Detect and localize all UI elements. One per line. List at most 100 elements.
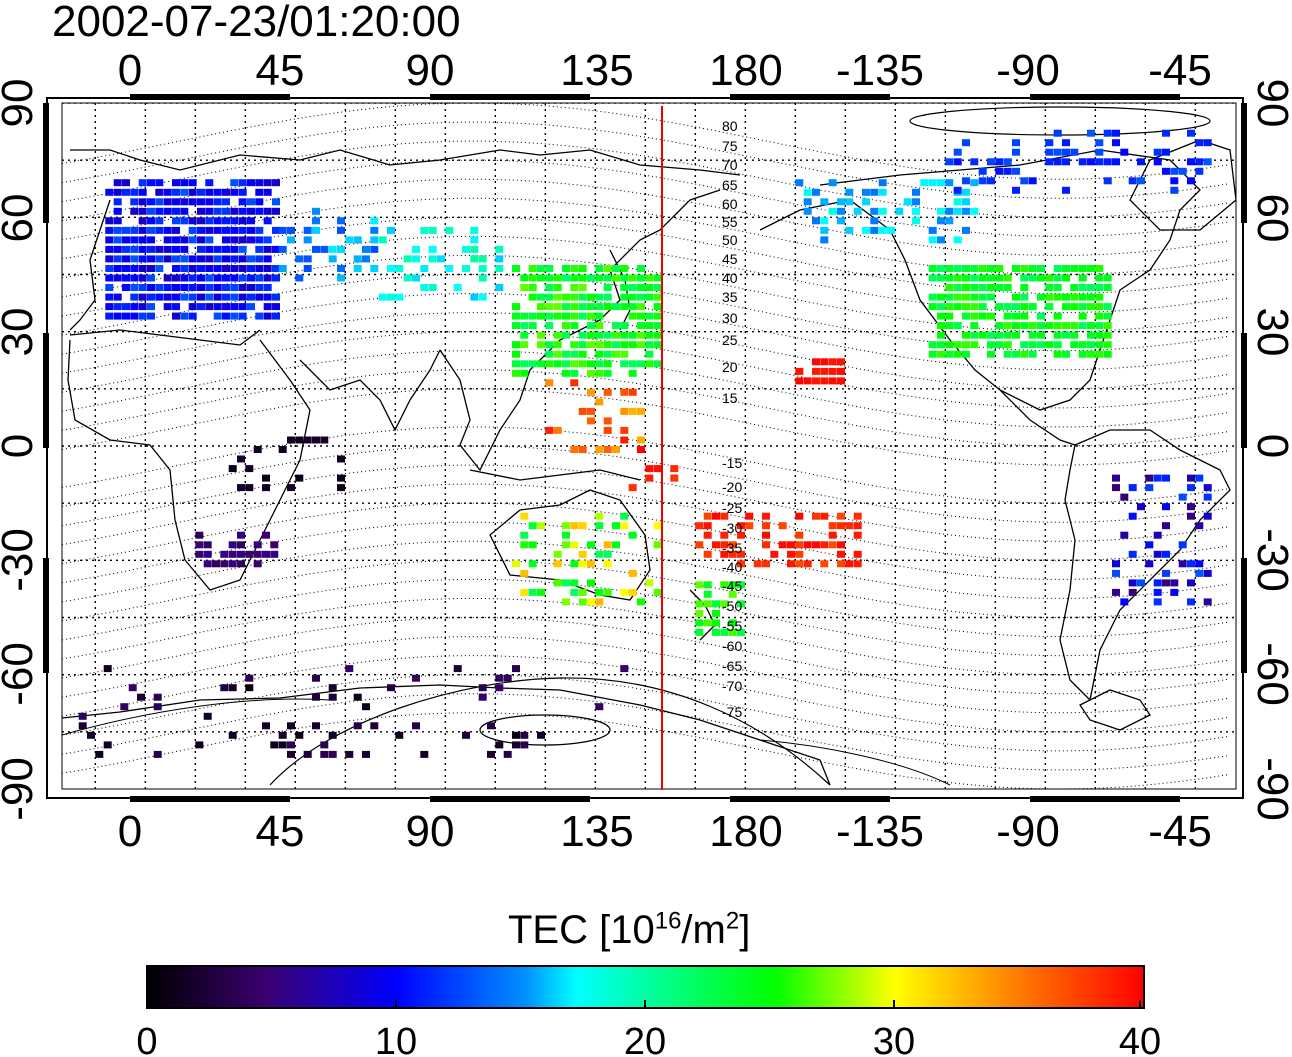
tec-cell xyxy=(238,179,247,187)
tec-cell xyxy=(962,188,970,196)
tec-cell xyxy=(570,312,579,320)
tec-cell xyxy=(570,560,579,568)
tec-cell xyxy=(188,226,197,234)
tec-cell xyxy=(228,465,237,473)
tec-cell xyxy=(528,588,537,596)
tec-cell xyxy=(195,541,204,549)
tec-cell xyxy=(520,312,529,320)
tec-cell xyxy=(255,274,264,282)
tec-cell xyxy=(512,741,520,749)
tec-cell xyxy=(553,579,562,587)
tec-cell xyxy=(653,312,662,320)
tec-cell xyxy=(578,265,587,272)
tec-cell xyxy=(203,560,212,568)
tec-cell xyxy=(928,226,937,234)
tec-cell xyxy=(953,322,962,330)
tec-cell xyxy=(520,274,529,282)
tec-cell xyxy=(445,226,454,234)
tec-cell xyxy=(362,703,370,711)
tec-cell xyxy=(837,550,845,558)
tec-cell xyxy=(1037,265,1045,272)
tec-cell xyxy=(130,312,139,320)
tec-cell xyxy=(220,684,229,692)
tec-cell xyxy=(620,665,629,673)
tec-cell xyxy=(545,341,554,349)
tec-cell xyxy=(612,265,620,272)
tec-cell xyxy=(238,236,247,244)
tec-cell xyxy=(712,600,720,608)
tec-cell xyxy=(587,598,595,606)
tec-cell xyxy=(263,207,272,215)
tec-cell xyxy=(247,198,255,206)
tec-cell xyxy=(1003,322,1012,330)
tec-cell xyxy=(155,255,164,263)
tec-cell xyxy=(222,245,230,253)
tec-cell xyxy=(762,522,770,530)
tec-cell xyxy=(737,550,745,558)
tec-cell xyxy=(155,217,164,225)
lon-tick-bottom: 90 xyxy=(406,807,455,856)
tec-cell xyxy=(138,245,147,253)
lat-tick-left: -30 xyxy=(0,528,42,592)
tec-cell xyxy=(287,750,295,758)
tec-cell xyxy=(303,436,312,444)
tec-cell xyxy=(255,255,264,263)
tec-cell xyxy=(188,265,197,272)
tec-cell xyxy=(1195,158,1204,166)
tec-cell xyxy=(995,274,1004,282)
tec-cell xyxy=(953,284,962,291)
tec-cell xyxy=(1087,350,1095,358)
tec-cell xyxy=(1045,139,1054,147)
tec-cell xyxy=(1028,350,1037,358)
tec-cell xyxy=(205,226,214,234)
lon-tick-top: 45 xyxy=(256,46,305,95)
tec-cell xyxy=(695,628,704,636)
tec-cell xyxy=(553,550,562,558)
colorbar-title: TEC [1016/m2] xyxy=(508,907,751,952)
tec-cell xyxy=(970,284,979,291)
tec-cell xyxy=(1103,274,1112,282)
tec-cell xyxy=(287,236,295,244)
tec-cell xyxy=(1178,167,1187,175)
tec-cell xyxy=(595,522,604,530)
tec-cell xyxy=(188,255,197,263)
tec-cell xyxy=(222,293,230,301)
tec-cell xyxy=(953,158,962,166)
tec-cell xyxy=(878,188,887,196)
contour-label: 50 xyxy=(722,232,738,248)
tec-cell xyxy=(720,628,729,636)
tec-cell xyxy=(138,312,147,320)
tec-cell xyxy=(172,312,180,320)
tec-cell xyxy=(272,179,280,187)
tec-cell xyxy=(222,217,230,225)
tec-cell xyxy=(937,207,945,215)
tec-cell xyxy=(113,255,122,263)
tec-cell xyxy=(795,541,804,549)
tec-cell xyxy=(828,377,837,385)
tec-cell xyxy=(870,226,879,234)
tec-cell xyxy=(645,465,654,473)
tec-cell xyxy=(1162,579,1170,587)
tec-cell xyxy=(328,255,337,263)
tec-cell xyxy=(545,274,554,282)
tec-cell xyxy=(287,741,295,749)
tec-cell xyxy=(180,236,189,244)
tec-cell xyxy=(970,341,979,349)
tec-cell xyxy=(188,217,197,225)
tec-cell xyxy=(1103,312,1112,320)
tec-cell xyxy=(262,722,270,730)
tec-cell xyxy=(553,293,562,301)
tec-cell xyxy=(628,303,637,311)
tec-cell xyxy=(737,581,745,589)
tec-cell xyxy=(255,179,264,187)
lat-tick-left: 90 xyxy=(0,79,42,128)
tec-cell xyxy=(1028,331,1037,339)
tec-cell xyxy=(203,541,212,549)
tec-cell xyxy=(147,255,155,263)
tec-cell xyxy=(795,512,804,520)
tec-cell xyxy=(587,417,595,425)
tec-cell xyxy=(1078,303,1087,311)
tec-cell xyxy=(1070,148,1079,156)
tec-cell xyxy=(130,274,139,282)
